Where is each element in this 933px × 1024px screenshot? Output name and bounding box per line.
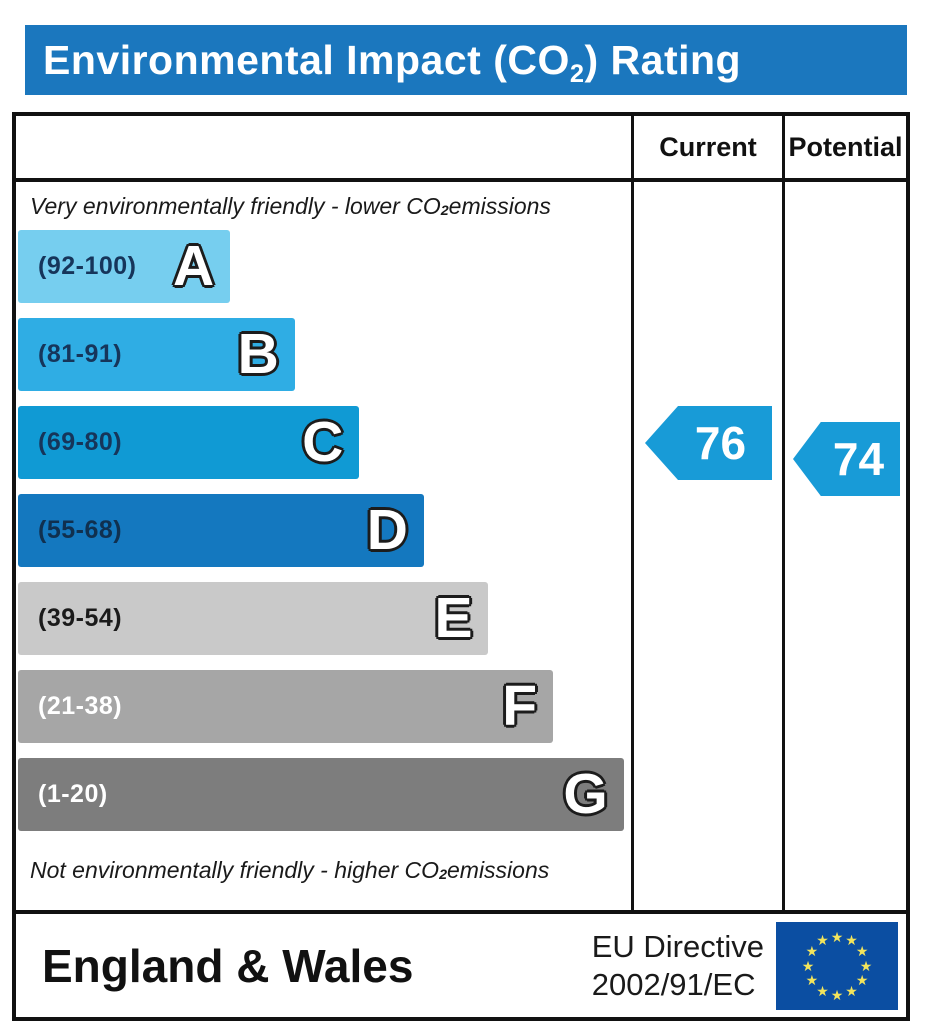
co2-subscript: 2 bbox=[569, 59, 585, 88]
eu-flag-icon: ★ ★ ★ ★ ★ ★ ★ ★ ★ ★ ★ ★ bbox=[776, 921, 898, 1010]
band-range-label: (55-68) bbox=[38, 516, 123, 544]
potential-rating-arrow: 74 bbox=[793, 422, 900, 496]
eu-directive-line1: EU Directive bbox=[591, 929, 764, 965]
band-row-d: (55-68) D bbox=[18, 494, 424, 567]
band-letter: C bbox=[302, 410, 344, 474]
band-range-label: (39-54) bbox=[38, 604, 123, 632]
current-rating-value: 76 bbox=[694, 417, 747, 469]
band-row-g: (1-20) G bbox=[18, 758, 624, 831]
region-label: England & Wales bbox=[42, 939, 414, 992]
eu-flag-star: ★ bbox=[816, 932, 829, 949]
table-body: Very environmentally friendly - lower CO… bbox=[16, 182, 906, 910]
current-rating-arrow: 76 bbox=[645, 406, 772, 480]
eu-flag-star: ★ bbox=[805, 972, 819, 988]
band-letter: A bbox=[173, 234, 215, 298]
eu-flag-star: ★ bbox=[859, 957, 873, 974]
potential-column-header: Potential bbox=[782, 116, 906, 178]
potential-rating-value: 74 bbox=[832, 433, 885, 485]
table-header-row: Current Potential bbox=[16, 116, 906, 182]
eu-flag-star: ★ bbox=[830, 928, 844, 945]
band-row-e: (39-54) E bbox=[18, 582, 489, 655]
rating-scale-area: Very environmentally friendly - lower CO… bbox=[16, 182, 631, 910]
chart-title-banner: Environmental Impact (CO2) Rating bbox=[25, 25, 907, 95]
eu-flag-star: ★ bbox=[830, 986, 844, 1003]
co2-subscript: 2 bbox=[439, 866, 447, 883]
top-note: Very environmentally friendly - lower CO… bbox=[30, 192, 551, 219]
band-range-label: (69-80) bbox=[38, 428, 123, 456]
band-row-b: (81-91) B bbox=[18, 318, 295, 391]
band-list: (92-100) A (81-91) B (69-80) C (55-68) D (39-54)… bbox=[16, 230, 631, 831]
rating-table: Current Potential Very environmentally f… bbox=[12, 112, 910, 1021]
band-range-label: (1-20) bbox=[38, 780, 108, 808]
current-rating-column: 76 bbox=[631, 182, 782, 910]
page-title: Environmental Impact (CO2) Rating bbox=[43, 36, 742, 88]
eu-flag-star: ★ bbox=[805, 943, 819, 959]
band-letter: B bbox=[237, 322, 279, 386]
eu-directive-label: EU Directive 2002/91/EC bbox=[592, 928, 764, 1002]
eu-flag-star: ★ bbox=[816, 982, 829, 999]
eu-directive-line2: 2002/91/EC bbox=[591, 966, 756, 1002]
current-column-header: Current bbox=[631, 116, 782, 178]
eu-flag-star: ★ bbox=[855, 943, 869, 959]
eu-flag-star: ★ bbox=[801, 957, 815, 974]
band-letter: E bbox=[434, 586, 473, 650]
band-range-label: (81-91) bbox=[38, 340, 123, 368]
band-range-label: (92-100) bbox=[38, 252, 137, 280]
eu-flag-star: ★ bbox=[855, 972, 869, 988]
table-footer: England & Wales EU Directive 2002/91/EC … bbox=[16, 910, 906, 1017]
potential-rating-column: 74 bbox=[782, 182, 906, 910]
bottom-note: Not environmentally friendly - higher CO… bbox=[30, 856, 550, 883]
eu-flag-star: ★ bbox=[845, 932, 858, 949]
band-letter: F bbox=[502, 674, 538, 738]
band-letter: D bbox=[366, 498, 408, 562]
band-letter: G bbox=[563, 762, 608, 826]
band-row-f: (21-38) F bbox=[18, 670, 554, 743]
co2-subscript: 2 bbox=[440, 202, 449, 219]
band-range-label: (21-38) bbox=[38, 692, 123, 720]
header-spacer-cell bbox=[16, 116, 631, 178]
band-row-a: (92-100) A bbox=[18, 230, 231, 303]
band-row-c: (69-80) C bbox=[18, 406, 360, 479]
eu-flag-star: ★ bbox=[845, 982, 858, 999]
